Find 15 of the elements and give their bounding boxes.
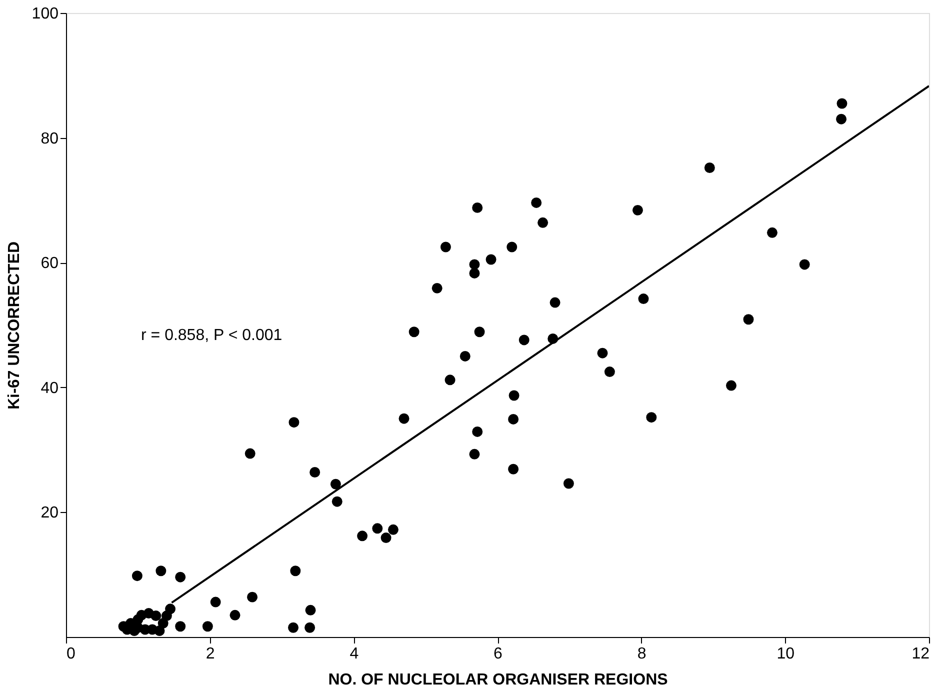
x-tick-label: 4 (350, 646, 359, 662)
x-tick-label: 0 (66, 646, 76, 662)
y-tick-label: 20 (40, 504, 59, 522)
x-tick-label: 6 (494, 646, 503, 662)
y-tick-label: 80 (40, 130, 59, 148)
x-tick-label: 12 (912, 646, 930, 662)
annotation: r = 0.858, P < 0.001 (141, 327, 282, 344)
x-axis-title: NO. OF NUCLEOLAR ORGANISER REGIONS (328, 672, 668, 688)
y-tick-label: 100 (32, 6, 59, 22)
y-tick-label: 60 (40, 255, 59, 272)
x-tick-label: 8 (637, 646, 646, 662)
y-axis-title: Ki-67 UNCORRECTED (6, 241, 23, 410)
x-tick-label: 10 (776, 646, 795, 662)
x-tick-label: 2 (206, 646, 215, 662)
y-tick-label: 40 (40, 380, 59, 397)
